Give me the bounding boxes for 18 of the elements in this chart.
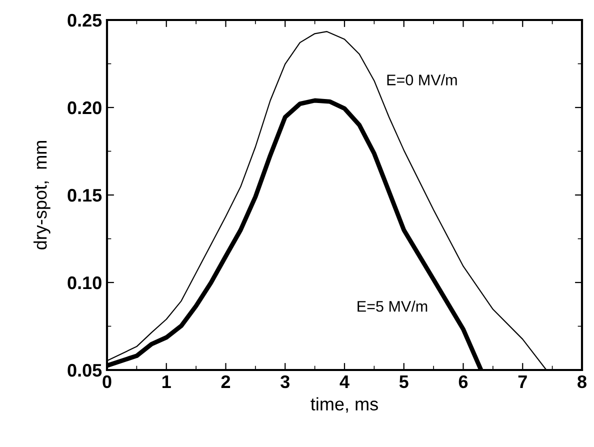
y-tick-label: 0.05 <box>68 364 102 377</box>
y-axis-title: dry-spot, mm <box>34 141 50 250</box>
y-tick-label: 0.25 <box>68 14 102 27</box>
series-label: E=5 MV/m <box>358 300 428 312</box>
series-label: E=0 MV/m <box>387 74 457 86</box>
x-tick-label: 5 <box>399 376 408 388</box>
x-axis-title: time, ms <box>310 397 378 413</box>
y-tick-label: 0.15 <box>68 188 102 202</box>
x-tick-label: 4 <box>340 376 350 388</box>
y-tick-label: 0.10 <box>68 276 102 290</box>
x-tick-label: 3 <box>280 375 290 388</box>
x-tick-label: 0 <box>102 375 112 388</box>
x-tick-label: 7 <box>518 376 527 388</box>
x-tick-label: 6 <box>458 375 468 388</box>
x-tick-label: 1 <box>162 376 171 388</box>
y-tick-label: 0.20 <box>68 101 102 114</box>
x-tick-label: 8 <box>578 375 586 388</box>
x-tick-label: 2 <box>221 375 230 388</box>
